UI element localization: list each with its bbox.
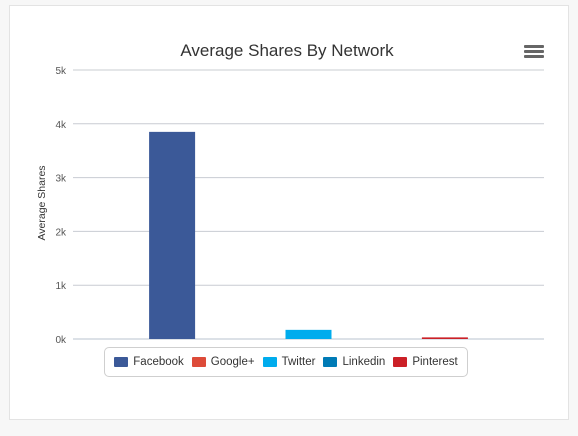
chart-title: Average Shares By Network [180, 41, 394, 60]
y-tick-label: 2k [55, 227, 67, 238]
legend-label: Linkedin [342, 356, 386, 368]
legend-swatch [323, 357, 338, 367]
chart-legend: Facebook Google+ Twitter Linkedin Pinterest [104, 347, 468, 377]
legend-swatch [191, 357, 206, 367]
legend-swatch [393, 357, 408, 367]
y-tick-label: 0k [55, 335, 67, 346]
y-tick-label: 3k [55, 174, 67, 185]
y-axis-ticks: 0k 1k 2k 3k 4k 5k [55, 66, 67, 346]
legend-item-facebook[interactable]: Facebook [114, 356, 184, 368]
hamburger-menu-icon-line [524, 55, 544, 58]
y-tick-label: 4k [55, 120, 67, 131]
y-tick-label: 1k [55, 281, 67, 292]
y-axis-label: Average Shares [36, 165, 48, 240]
legend-label: Twitter [281, 356, 316, 368]
legend-label: Pinterest [412, 356, 458, 368]
legend-label: Google+ [210, 356, 255, 368]
legend-swatch [262, 357, 277, 367]
y-tick-label: 5k [55, 66, 67, 77]
bar-pinterest[interactable] [421, 337, 468, 339]
bar-facebook[interactable] [149, 131, 196, 339]
legend-label: Facebook [133, 356, 184, 368]
legend-item-linkedin[interactable]: Linkedin [323, 356, 385, 368]
legend-swatch [114, 357, 129, 367]
bars [149, 131, 468, 339]
hamburger-menu-icon-line [524, 50, 544, 53]
legend-item-twitter[interactable]: Twitter [262, 356, 316, 368]
chart-menu-button[interactable] [524, 45, 544, 61]
grid-lines [73, 69, 544, 340]
legend-item-pinterest[interactable]: Pinterest [393, 356, 458, 368]
bar-twitter[interactable] [285, 329, 332, 339]
legend-item-google-[interactable]: Google+ [191, 356, 255, 368]
hamburger-menu-icon [524, 45, 544, 48]
